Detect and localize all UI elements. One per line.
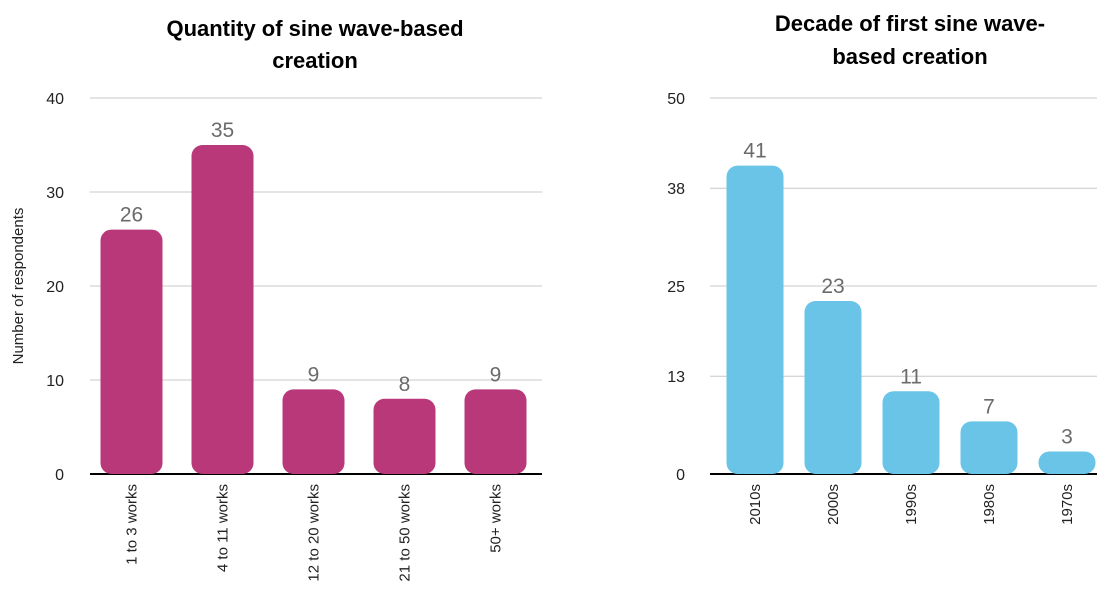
x-tick-label: 1980s xyxy=(981,484,998,525)
x-tick-label: 4 to 11 works xyxy=(215,484,232,572)
bar xyxy=(464,389,527,474)
y-axis-label: Number of respondents xyxy=(10,208,27,365)
x-tick-label: 2000s xyxy=(825,484,842,525)
data-label: 41 xyxy=(743,140,766,163)
data-label: 7 xyxy=(983,395,995,418)
bar xyxy=(373,398,436,474)
y-tick-label: 25 xyxy=(667,279,685,296)
data-label: 23 xyxy=(821,275,844,298)
chart-title-line-1: Quantity of sine wave-based xyxy=(166,16,463,41)
chart-decade: Decade of first sine wave- based creatio… xyxy=(667,11,1097,525)
y-tick-label: 40 xyxy=(46,91,64,108)
y-tick-label: 0 xyxy=(676,467,685,484)
bar xyxy=(960,421,1018,474)
bar xyxy=(191,145,254,474)
data-label: 8 xyxy=(399,373,411,396)
y-tick-label: 0 xyxy=(55,467,64,484)
chart-quantity: Quantity of sine wave-based creation Num… xyxy=(10,16,542,582)
data-label: 35 xyxy=(211,119,234,142)
data-label: 3 xyxy=(1061,425,1073,448)
bar xyxy=(100,229,163,474)
data-label: 9 xyxy=(308,363,320,386)
bar xyxy=(282,389,345,474)
y-tick-label: 10 xyxy=(46,373,64,390)
x-tick-label: 50+ works xyxy=(488,484,505,553)
x-tick-label: 1990s xyxy=(903,484,920,525)
x-tick-label: 1970s xyxy=(1059,484,1076,525)
x-tick-label: 21 to 50 works xyxy=(397,484,414,582)
y-tick-label: 50 xyxy=(667,91,685,108)
x-tick-label: 1 to 3 works xyxy=(124,484,141,565)
y-tick-label: 38 xyxy=(667,181,685,198)
y-tick-label: 13 xyxy=(667,369,685,386)
data-label: 26 xyxy=(120,204,143,227)
x-tick-label: 2010s xyxy=(747,484,764,525)
x-tick-label: 12 to 20 works xyxy=(306,484,323,582)
bar xyxy=(882,391,940,474)
y-tick-label: 30 xyxy=(46,185,64,202)
bar xyxy=(804,301,862,474)
data-label: 11 xyxy=(900,365,922,388)
chart-title-line-2: based creation xyxy=(832,44,987,69)
y-tick-label: 20 xyxy=(46,279,64,296)
bar xyxy=(726,165,784,474)
data-label: 9 xyxy=(490,363,502,386)
chart-title-line-1: Decade of first sine wave- xyxy=(775,11,1045,36)
bar xyxy=(1038,451,1096,474)
chart-title-line-2: creation xyxy=(272,48,358,73)
